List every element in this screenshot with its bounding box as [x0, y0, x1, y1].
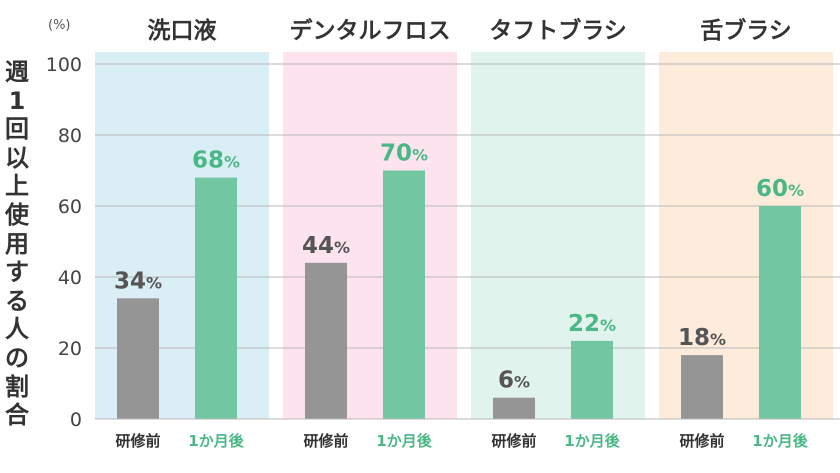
category-label: 研修前: [679, 432, 724, 450]
bar: [493, 397, 535, 419]
y-axis-label-char: 以: [5, 143, 29, 172]
value-label: 70%: [380, 141, 428, 167]
y-axis-label-char: 合: [5, 401, 29, 430]
value-label: 68%: [192, 148, 240, 174]
y-tick-label: 40: [58, 267, 82, 289]
category-label: 研修前: [491, 432, 536, 450]
category-label: 研修前: [303, 432, 348, 450]
value-label: 34%: [114, 268, 162, 294]
value-label: 22%: [568, 311, 616, 337]
y-tick-label: 60: [58, 196, 82, 218]
category-label: 研修前: [115, 432, 160, 450]
category-label: 1か月後: [188, 432, 244, 450]
group-title: 洗口液: [148, 17, 217, 44]
y-axis-label-char: 人: [5, 315, 29, 344]
y-axis-label-char: 週: [5, 58, 29, 86]
y-axis-label-char: 1: [8, 86, 26, 115]
y-axis-label-char: 使: [5, 200, 29, 229]
bar: [681, 355, 723, 419]
y-axis-label-char: 回: [5, 115, 29, 144]
value-label: 60%: [756, 176, 804, 202]
group-title: デンタルフロス: [290, 17, 451, 44]
y-tick-label: 0: [70, 409, 82, 431]
y-axis-unit: (%): [48, 18, 71, 33]
y-axis-label-char: の: [5, 343, 29, 372]
bar: [383, 170, 425, 419]
bar: [571, 340, 613, 419]
y-tick-label: 100: [46, 54, 82, 76]
category-label: 1か月後: [564, 432, 620, 450]
bar: [305, 262, 347, 419]
value-label: 18%: [678, 325, 726, 351]
category-label: 1か月後: [752, 432, 808, 450]
value-label: 6%: [498, 368, 530, 394]
y-axis-label-char: 割: [5, 372, 29, 401]
bar: [195, 177, 237, 419]
group-title: タフトブラシ: [489, 17, 627, 44]
value-label: 44%: [302, 233, 350, 259]
y-axis-label-char: す: [5, 258, 29, 287]
y-axis-label-char: 用: [5, 229, 29, 258]
group-title: 舌ブラシ: [700, 17, 792, 44]
y-tick-label: 20: [58, 338, 82, 360]
y-tick-label: 80: [58, 125, 82, 147]
group-background: [471, 52, 645, 419]
y-axis-label-char: 上: [5, 172, 29, 201]
y-axis-label-char: る: [5, 286, 29, 315]
bar: [117, 298, 159, 419]
category-label: 1か月後: [376, 432, 432, 450]
bar: [759, 206, 801, 419]
